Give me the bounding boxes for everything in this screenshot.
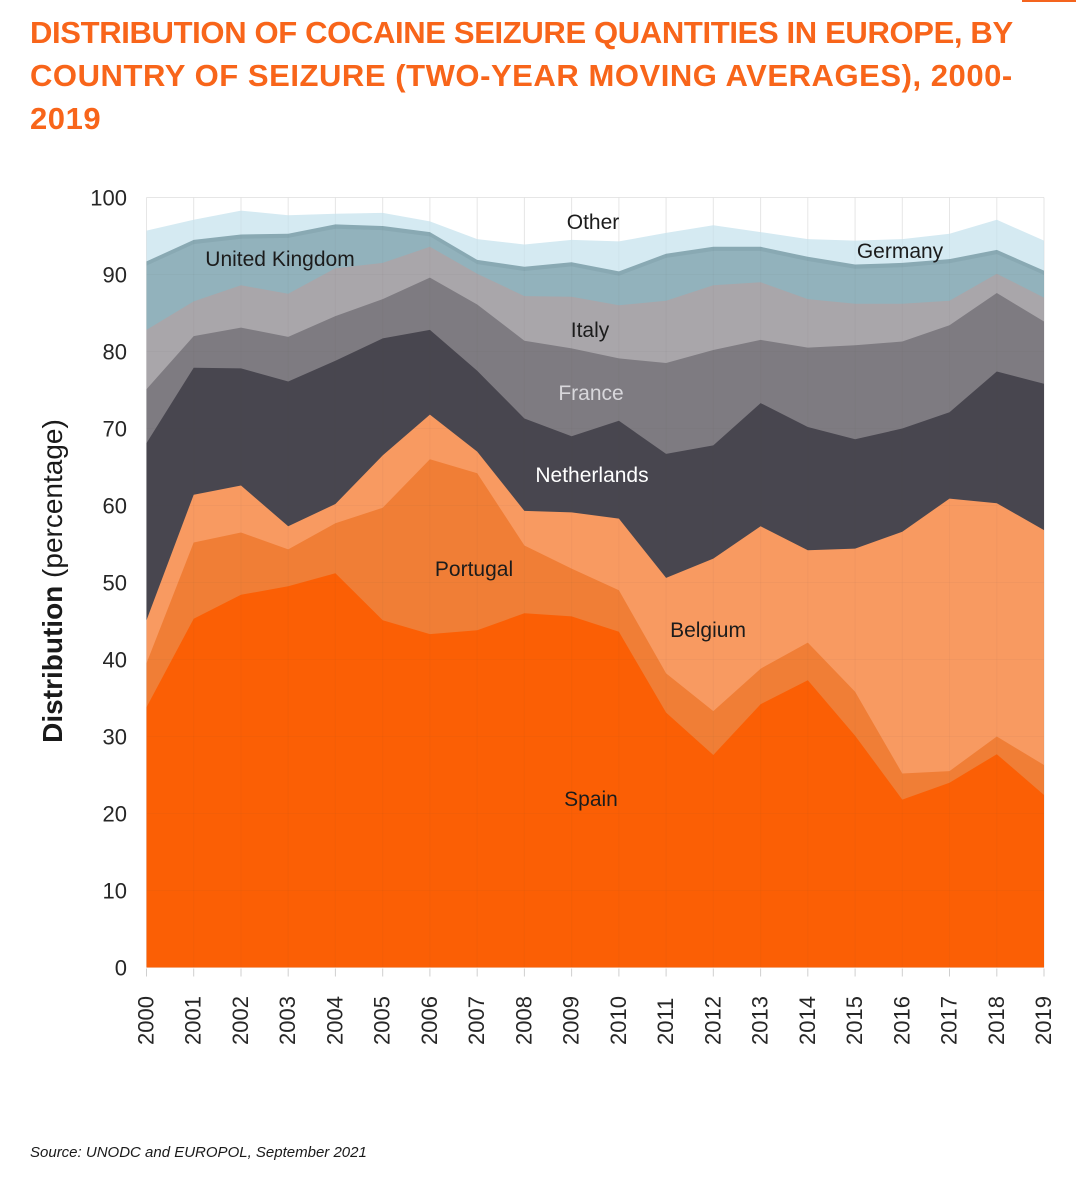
svg-text:90: 90 [103,263,127,288]
svg-text:2010: 2010 [606,996,631,1045]
svg-text:2011: 2011 [653,998,678,1045]
svg-text:Spain: Spain [564,788,618,811]
svg-text:Netherlands: Netherlands [535,464,648,487]
svg-text:40: 40 [103,648,127,673]
svg-text:Distribution (percentage): Distribution (percentage) [37,419,68,743]
svg-text:80: 80 [103,340,127,365]
svg-text:70: 70 [103,417,127,442]
svg-text:2016: 2016 [889,996,914,1045]
svg-text:2008: 2008 [511,996,536,1045]
svg-text:Italy: Italy [571,319,610,342]
svg-text:2003: 2003 [275,996,300,1045]
svg-text:France: France [558,382,623,405]
svg-text:2012: 2012 [700,996,725,1045]
svg-text:2006: 2006 [417,996,442,1045]
svg-text:2013: 2013 [748,996,773,1045]
svg-text:2000: 2000 [134,996,159,1045]
svg-text:Other: Other [567,211,620,234]
svg-text:30: 30 [103,725,127,750]
svg-text:2005: 2005 [370,996,395,1045]
svg-text:2002: 2002 [228,996,253,1045]
svg-text:2019: 2019 [1031,996,1056,1045]
svg-text:10: 10 [103,879,127,904]
svg-text:20: 20 [103,802,127,827]
svg-text:2018: 2018 [984,996,1009,1045]
svg-text:Belgium: Belgium [670,619,746,642]
svg-text:0: 0 [115,956,127,981]
svg-text:2015: 2015 [842,996,867,1045]
svg-text:2007: 2007 [464,996,489,1045]
svg-text:2014: 2014 [795,996,820,1045]
svg-text:50: 50 [103,571,127,596]
svg-text:2009: 2009 [559,996,584,1045]
svg-text:2001: 2001 [181,996,206,1045]
svg-text:Portugal: Portugal [435,558,513,581]
svg-text:60: 60 [103,494,127,519]
svg-text:2017: 2017 [937,996,962,1045]
svg-text:United Kingdom: United Kingdom [205,248,354,271]
svg-text:Germany: Germany [857,240,944,263]
svg-text:2004: 2004 [322,996,347,1045]
svg-text:100: 100 [90,186,127,211]
